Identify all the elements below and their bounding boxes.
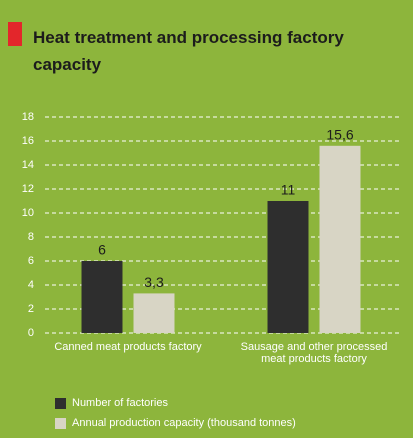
y-tick-label: 6 (28, 255, 34, 267)
value-label: 11 (281, 182, 296, 198)
y-tick-label: 16 (22, 135, 34, 147)
y-tick-label: 8 (28, 231, 34, 243)
y-tick-label: 12 (22, 183, 34, 195)
value-label: 3,3 (144, 274, 164, 290)
legend-swatch (55, 417, 66, 429)
bar (133, 293, 175, 333)
value-label: 6 (98, 242, 106, 258)
y-tick-label: 14 (22, 159, 34, 171)
chart-title: Heat treatment and processing factory ca… (33, 28, 344, 74)
legend-label: Annual production capacity (thousand ton… (72, 417, 296, 429)
y-tick-label: 0 (28, 327, 34, 339)
accent-bar (8, 22, 22, 46)
y-tick-label: 10 (22, 207, 34, 219)
y-tick-label: 2 (28, 303, 34, 315)
legend-label: Number of factories (72, 397, 168, 409)
x-tick-label: Canned meat products factory (54, 341, 202, 353)
legend-swatch (55, 397, 66, 409)
legend-item: Annual production capacity (thousand ton… (55, 417, 296, 429)
bar (319, 145, 361, 333)
bar (267, 201, 309, 333)
value-label: 15,6 (326, 127, 353, 143)
x-tick-label: Sausage and other processed meat product… (240, 341, 388, 365)
bar (81, 261, 123, 333)
y-tick-label: 4 (28, 279, 34, 291)
legend-item: Number of factories (55, 397, 168, 409)
y-tick-label: 18 (22, 111, 34, 123)
